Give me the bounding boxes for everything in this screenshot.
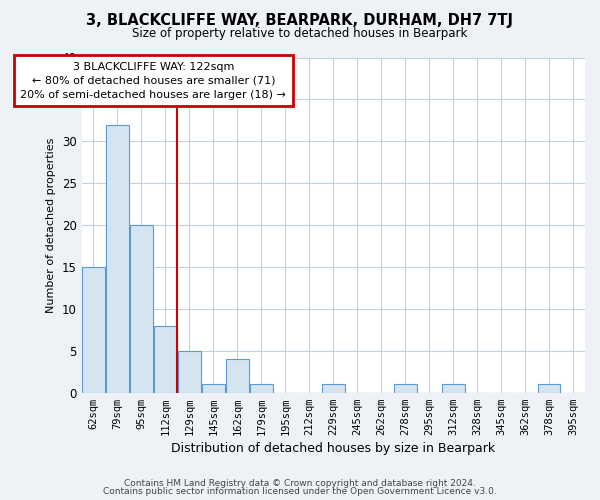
Bar [322, 384, 344, 392]
Bar [82, 267, 105, 392]
Bar [202, 384, 225, 392]
Bar [178, 351, 201, 393]
X-axis label: Distribution of detached houses by size in Bearpark: Distribution of detached houses by size … [171, 442, 496, 455]
Text: Contains HM Land Registry data © Crown copyright and database right 2024.: Contains HM Land Registry data © Crown c… [124, 478, 476, 488]
Text: 3, BLACKCLIFFE WAY, BEARPARK, DURHAM, DH7 7TJ: 3, BLACKCLIFFE WAY, BEARPARK, DURHAM, DH… [86, 12, 514, 28]
Bar [154, 326, 177, 392]
Bar [538, 384, 560, 392]
Bar [226, 359, 249, 392]
Text: Size of property relative to detached houses in Bearpark: Size of property relative to detached ho… [133, 28, 467, 40]
Text: Contains public sector information licensed under the Open Government Licence v3: Contains public sector information licen… [103, 487, 497, 496]
Bar [130, 225, 153, 392]
Bar [106, 124, 129, 392]
Text: 3 BLACKCLIFFE WAY: 122sqm
← 80% of detached houses are smaller (71)
20% of semi-: 3 BLACKCLIFFE WAY: 122sqm ← 80% of detac… [20, 62, 286, 100]
Bar [442, 384, 464, 392]
Y-axis label: Number of detached properties: Number of detached properties [46, 138, 56, 313]
Bar [394, 384, 416, 392]
Bar [250, 384, 273, 392]
